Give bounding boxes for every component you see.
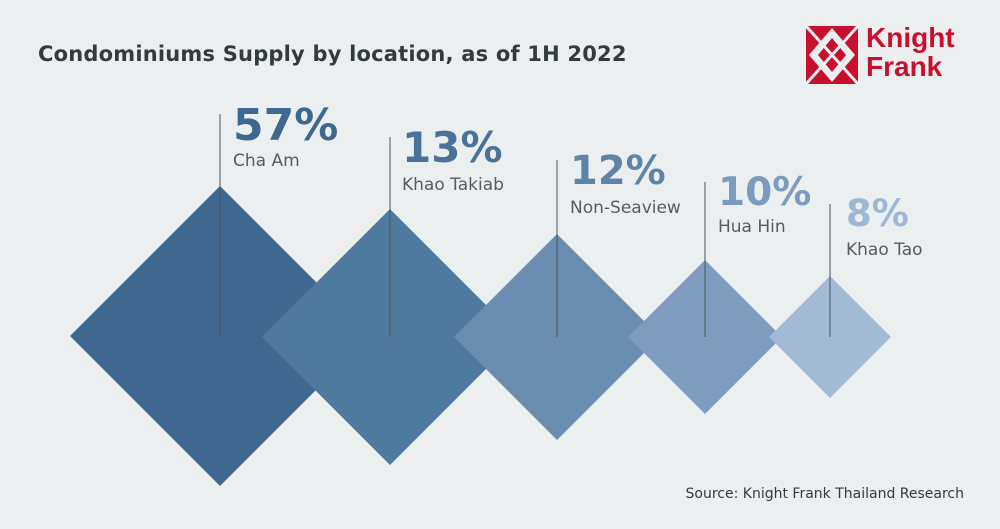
knight-frank-logo-icon [806,26,858,84]
category-label: Khao Takiab [402,175,504,195]
knight-frank-logo: Knight Frank [806,23,966,84]
logo-word-knight: Knight [866,22,955,53]
chart-title: Condominiums Supply by location, as of 1… [38,42,627,66]
value-label: 57% [233,100,338,151]
category-label: Cha Am [233,151,300,171]
logo-word-frank: Frank [866,51,943,82]
logo-wordmark: Knight Frank [866,23,955,81]
source-note: Source: Knight Frank Thailand Research [685,486,964,502]
category-label: Non-Seaview [570,198,681,218]
category-label: Hua Hin [718,217,786,237]
value-label: 10% [718,170,811,215]
value-label: 12% [570,148,666,194]
category-label: Khao Tao [846,240,923,260]
value-label: 13% [402,123,503,172]
value-label: 8% [846,192,909,235]
